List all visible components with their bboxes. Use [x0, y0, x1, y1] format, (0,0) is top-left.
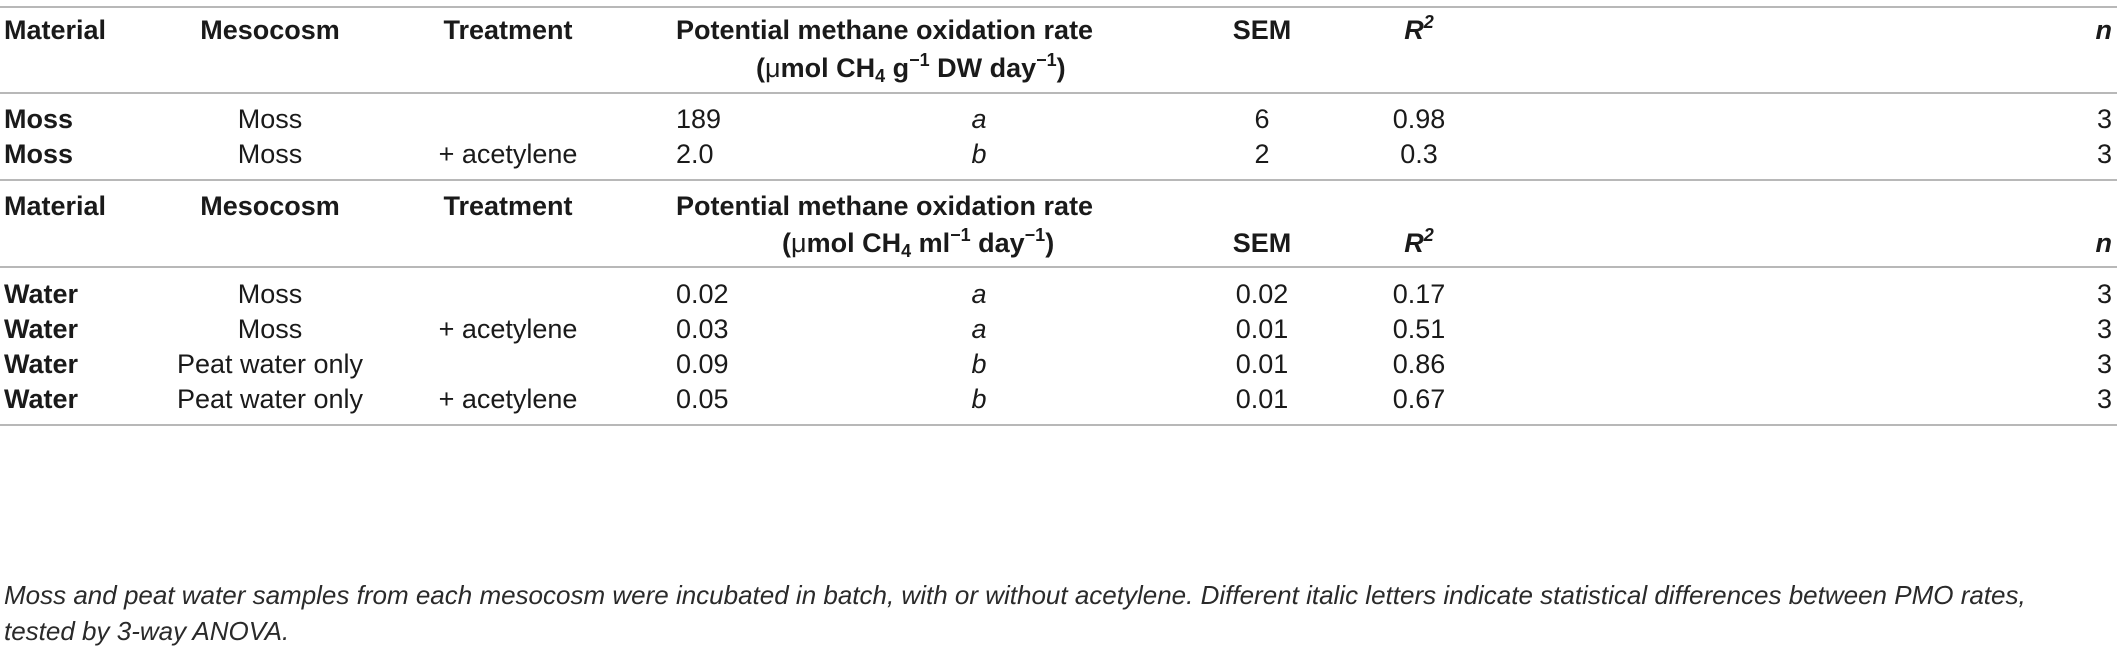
material-cell: Moss [4, 104, 74, 134]
rate-cell: 0.09 [676, 349, 729, 379]
sem-cell: 0.01 [1235, 314, 1289, 344]
mesocosm-cell: Moss [237, 104, 303, 134]
rate-cell: 0.03 [676, 314, 729, 344]
header-rate: Potential methane oxidation rate [676, 15, 1094, 45]
n-cell: 3 [2096, 349, 2112, 379]
sem-cell: 6 [1254, 104, 1270, 134]
header-rate-unit: (μmol CH4 g−1 DW day−1) [756, 50, 1066, 86]
sem-cell: 0.02 [1235, 279, 1289, 309]
header-mesocosm: Mesocosm [200, 15, 340, 45]
n-cell: 3 [2096, 139, 2112, 169]
mesocosm-cell: Peat water only [176, 384, 364, 414]
r-squared-cell: 0.51 [1392, 314, 1446, 344]
n-cell: 3 [2096, 314, 2112, 344]
r-squared-cell: 0.67 [1392, 384, 1446, 414]
significance-letter: a [971, 279, 987, 309]
table-top-rule [0, 6, 2117, 8]
n-cell: 3 [2096, 384, 2112, 414]
header-material: Material [4, 191, 107, 221]
treatment-cell: + acetylene [438, 139, 578, 169]
section2-header-rule [0, 266, 2117, 268]
significance-letter: a [971, 104, 987, 134]
rate-cell: 189 [676, 104, 722, 134]
header-material: Material [4, 15, 107, 45]
header-rate: Potential methane oxidation rate [676, 191, 1094, 221]
material-cell: Water [4, 384, 79, 414]
header-r-squared: R2 [1404, 225, 1434, 258]
header-mesocosm: Mesocosm [200, 191, 340, 221]
material-cell: Moss [4, 139, 74, 169]
treatment-cell: + acetylene [438, 384, 578, 414]
section-divider-rule [0, 179, 2117, 181]
r-squared-cell: 0.98 [1392, 104, 1446, 134]
sem-cell: 2 [1254, 139, 1270, 169]
header-sem: SEM [1232, 228, 1292, 258]
sem-cell: 0.01 [1235, 384, 1289, 414]
significance-letter: b [971, 139, 987, 169]
header-n: n [2095, 228, 2113, 258]
material-cell: Water [4, 279, 79, 309]
sem-cell: 0.01 [1235, 349, 1289, 379]
n-cell: 3 [2096, 279, 2112, 309]
rate-cell: 2.0 [676, 139, 714, 169]
material-cell: Water [4, 349, 79, 379]
significance-letter: b [971, 384, 987, 414]
header-treatment: Treatment [443, 191, 573, 221]
mesocosm-cell: Moss [237, 279, 303, 309]
rate-cell: 0.05 [676, 384, 729, 414]
header-rate-unit: (μmol CH4 ml−1 day−1) [782, 225, 1055, 261]
treatment-cell: + acetylene [438, 314, 578, 344]
table-footnote: Moss and peat water samples from each me… [4, 580, 2026, 646]
significance-letter: b [971, 349, 987, 379]
header-treatment: Treatment [443, 15, 573, 45]
r-squared-cell: 0.3 [1400, 139, 1438, 169]
header-sem: SEM [1232, 15, 1292, 45]
mesocosm-cell: Moss [237, 139, 303, 169]
table-bottom-rule [0, 424, 2117, 426]
material-cell: Water [4, 314, 79, 344]
section1-header-rule [0, 92, 2117, 94]
significance-letter: a [971, 314, 987, 344]
header-r-squared: R2 [1404, 12, 1434, 45]
r-squared-cell: 0.86 [1392, 349, 1446, 379]
n-cell: 3 [2096, 104, 2112, 134]
r-squared-cell: 0.17 [1392, 279, 1446, 309]
rate-cell: 0.02 [676, 279, 729, 309]
mesocosm-cell: Moss [237, 314, 303, 344]
header-n: n [2095, 15, 2113, 45]
mesocosm-cell: Peat water only [176, 349, 364, 379]
